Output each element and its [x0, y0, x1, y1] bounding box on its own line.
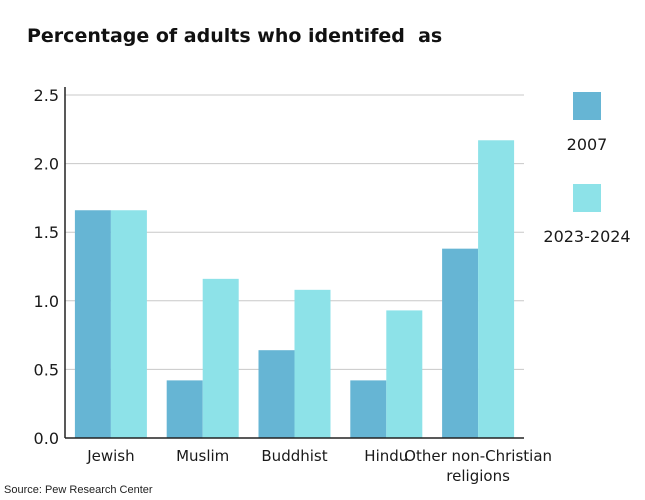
- x-tick-label: Buddhist: [261, 447, 327, 465]
- bar-buddhist-2023-2024: [294, 289, 331, 438]
- x-tick-label: Other non-Christian religions: [404, 447, 552, 485]
- bar-buddhist-2007: [258, 350, 295, 438]
- bar-other-non-christian-religions-2023-2024: [478, 140, 515, 438]
- x-tick-label: Muslim: [176, 447, 229, 465]
- x-tick-label: Hindu: [364, 447, 408, 465]
- y-tick-label: 0.0: [34, 429, 59, 448]
- bar-other-non-christian-religions-2007: [442, 248, 479, 438]
- x-tick-label: Jewish: [86, 447, 134, 465]
- legend-swatch-2023-2024: [573, 184, 601, 212]
- bar-jewish-2023-2024: [110, 210, 147, 438]
- axes: [64, 87, 524, 439]
- legend-swatch-2007: [573, 92, 601, 120]
- y-axis-ticks: 0.0 0.5 1.0 1.5 2.0 2.5: [34, 86, 59, 448]
- bars: [74, 140, 515, 438]
- bar-muslim-2007: [166, 380, 203, 438]
- source-note: Source: Pew Research Center: [4, 484, 153, 496]
- y-tick-label: 2.0: [34, 155, 59, 174]
- chart-title: Percentage of adults who identifed as: [27, 25, 443, 47]
- bar-jewish-2007: [74, 210, 111, 438]
- bar-muslim-2023-2024: [202, 278, 239, 438]
- legend-label: 2023-2024: [543, 227, 630, 246]
- legend: 2007 2023-2024: [543, 92, 631, 246]
- y-tick-label: 1.0: [34, 292, 59, 311]
- bar-hindu-2007: [350, 380, 387, 438]
- y-tick-label: 1.5: [34, 223, 59, 242]
- y-tick-label: 2.5: [34, 86, 59, 105]
- y-tick-label: 0.5: [34, 360, 59, 379]
- bar-hindu-2023-2024: [386, 310, 423, 438]
- legend-label: 2007: [567, 135, 608, 154]
